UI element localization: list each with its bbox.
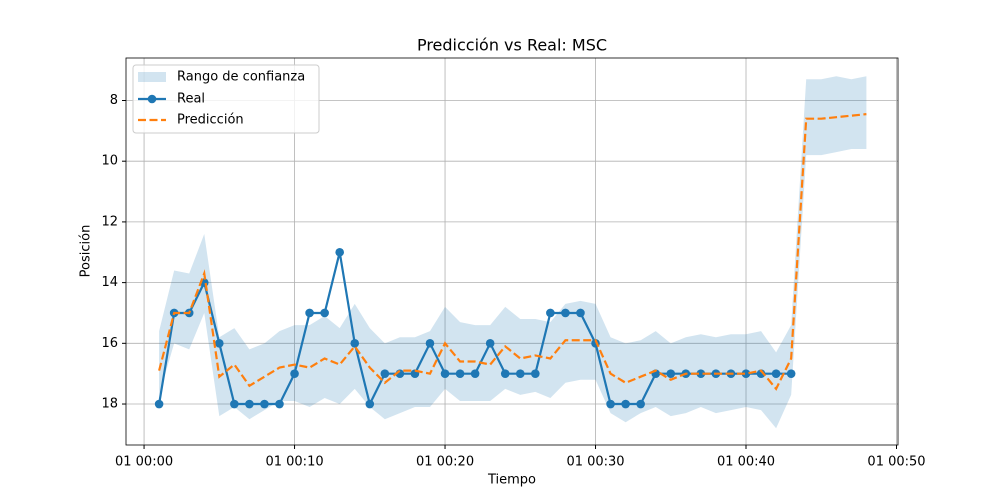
point <box>215 339 224 348</box>
point <box>546 308 555 318</box>
point <box>290 369 299 378</box>
point <box>470 369 480 378</box>
x-tick-label: 01 00:20 <box>416 455 474 470</box>
point <box>305 308 314 318</box>
legend-marker <box>147 94 157 104</box>
point <box>350 339 360 348</box>
x-axis-label: Tiempo <box>487 473 536 488</box>
point <box>380 369 390 378</box>
point <box>485 339 495 348</box>
x-tick-label: 01 00:40 <box>717 455 775 470</box>
point <box>621 399 630 409</box>
point <box>260 399 269 409</box>
x-tick-label: 01 00:00 <box>115 455 173 470</box>
point <box>275 399 284 409</box>
y-tick-label: 8 <box>110 93 118 108</box>
y-axis-label: Posición <box>79 225 94 278</box>
legend-swatch <box>138 72 166 82</box>
legend-label: Rango de confianza <box>177 70 305 85</box>
y-tick-label: 10 <box>101 154 118 169</box>
series-line <box>158 113 867 391</box>
point <box>245 399 254 409</box>
y-tick-label: 16 <box>101 336 118 351</box>
point <box>561 308 570 318</box>
point <box>455 369 465 378</box>
point <box>335 247 344 257</box>
point <box>636 399 645 409</box>
plot-frame <box>125 57 899 446</box>
point <box>741 369 751 378</box>
x-tick-label: 01 00:10 <box>265 455 323 470</box>
point <box>154 399 164 409</box>
point <box>666 369 676 378</box>
point <box>696 369 706 378</box>
y-tick-label: 14 <box>101 275 118 290</box>
point <box>786 369 796 378</box>
point <box>606 399 615 409</box>
x-tick-label: 01 00:30 <box>566 455 624 470</box>
point <box>365 399 375 409</box>
legend-box <box>132 64 320 134</box>
legend-label: Predicción <box>177 113 244 128</box>
point <box>515 369 525 378</box>
point <box>425 339 435 348</box>
confidence-band <box>159 76 867 429</box>
point <box>230 399 239 409</box>
legend-label: Real <box>177 92 205 107</box>
x-tick-label: 01 00:50 <box>867 455 925 470</box>
y-tick-label: 12 <box>101 214 118 229</box>
point <box>771 369 781 378</box>
chart-title: Predicción vs Real: MSC <box>417 36 607 55</box>
point <box>440 369 450 378</box>
point <box>500 369 510 378</box>
point <box>576 308 585 318</box>
point <box>320 308 329 318</box>
point <box>531 369 540 378</box>
y-tick-label: 18 <box>101 397 118 412</box>
